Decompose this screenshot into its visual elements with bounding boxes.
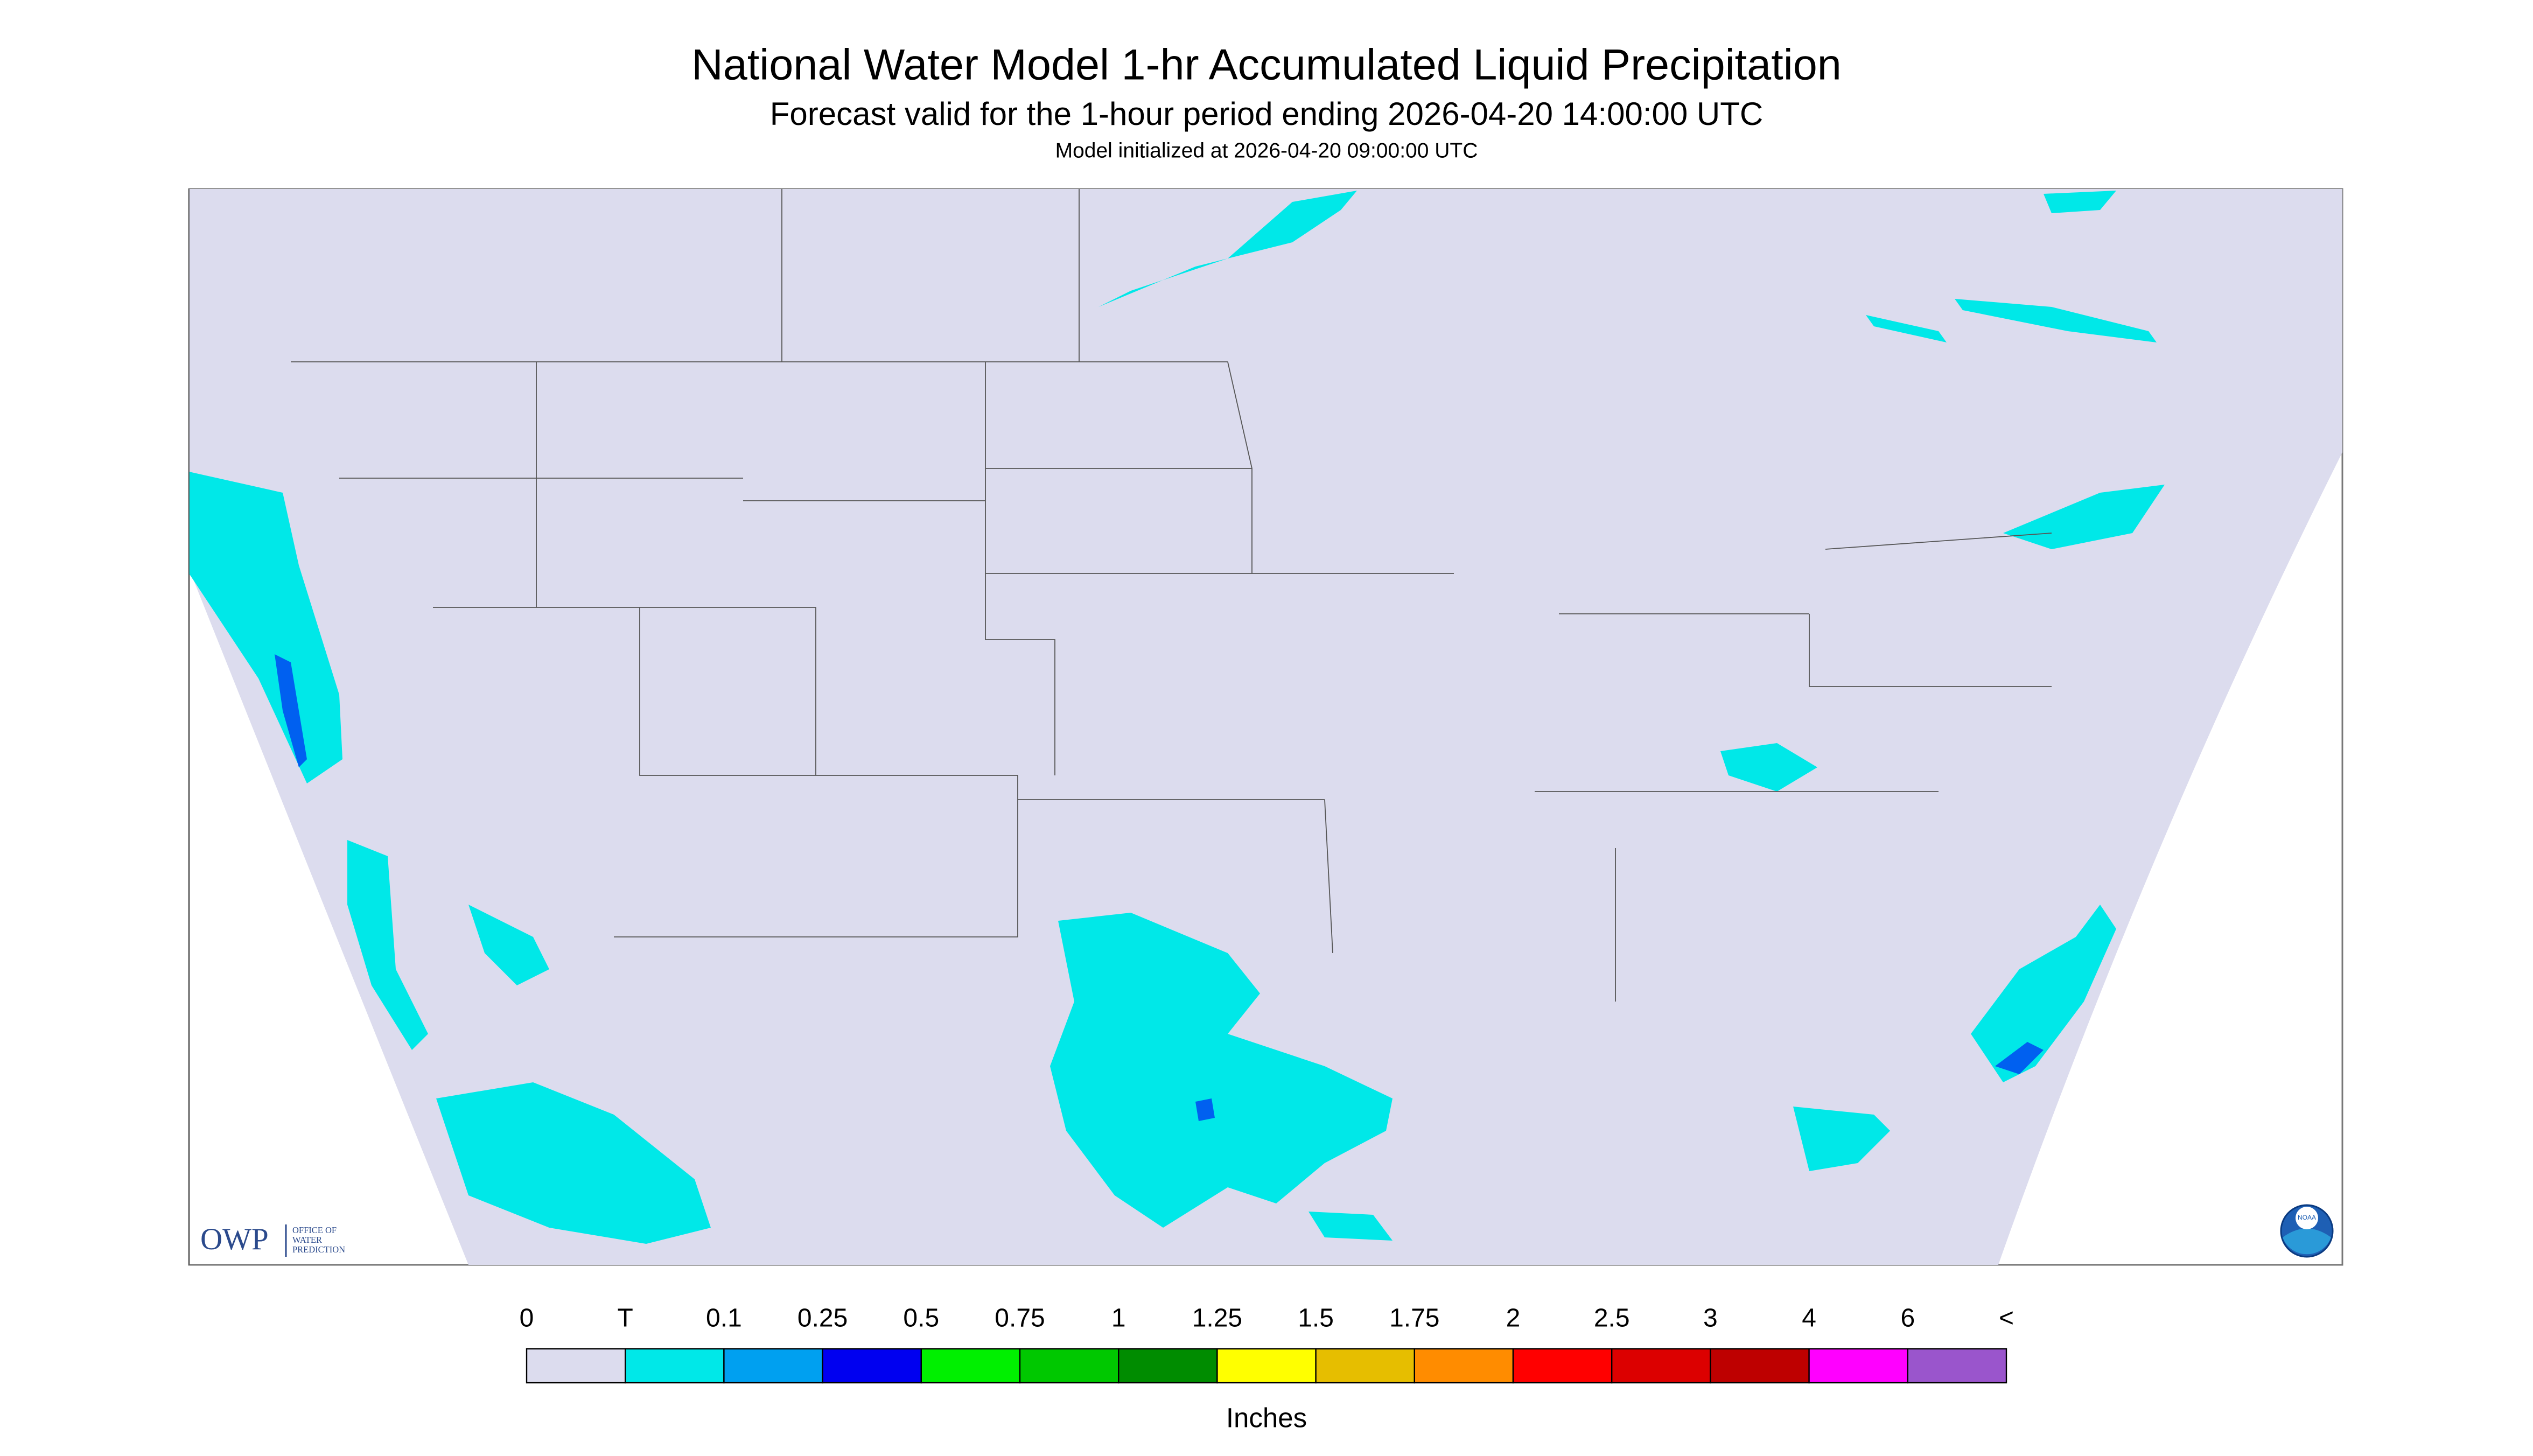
legend-swatch bbox=[1907, 1348, 2007, 1384]
owp-text: PREDICTION bbox=[292, 1244, 345, 1255]
boundaries bbox=[188, 189, 2052, 1265]
owp-text: WATER bbox=[292, 1235, 322, 1245]
owp-mark: OWP bbox=[200, 1222, 269, 1256]
legend-label: 1.5 bbox=[1298, 1304, 1334, 1333]
legend-label: 1 bbox=[1111, 1304, 1126, 1333]
legend-label: < bbox=[1999, 1304, 2014, 1333]
legend-label: 0.1 bbox=[706, 1304, 742, 1333]
legend-label: 0.75 bbox=[995, 1304, 1045, 1333]
owp-text: OFFICE OF bbox=[292, 1225, 337, 1235]
legend-label: 1.75 bbox=[1389, 1304, 1439, 1333]
legend-swatch bbox=[1808, 1348, 1909, 1384]
legend-swatch bbox=[920, 1348, 1021, 1384]
legend-label: 2 bbox=[1506, 1304, 1521, 1333]
precip-trace bbox=[189, 191, 2165, 1244]
legend-swatch bbox=[723, 1348, 823, 1384]
legend-swatch bbox=[1118, 1348, 1218, 1384]
legend-swatch bbox=[822, 1348, 922, 1384]
legend-swatch bbox=[1019, 1348, 1119, 1384]
legend-swatch bbox=[1315, 1348, 1415, 1384]
noaa-text: NOAA bbox=[2298, 1214, 2316, 1221]
legend-label: 2.5 bbox=[1594, 1304, 1630, 1333]
legend-label: 0.5 bbox=[903, 1304, 939, 1333]
legend-swatch bbox=[1512, 1348, 1613, 1384]
noaa-logo: NOAA bbox=[2280, 1204, 2334, 1258]
precip-light bbox=[275, 654, 2044, 1122]
legend-label: 4 bbox=[1802, 1304, 1816, 1333]
legend-unit: Inches bbox=[1226, 1402, 1307, 1433]
legend-label: 0 bbox=[520, 1304, 534, 1333]
title: National Water Model 1-hr Accumulated Li… bbox=[691, 40, 1842, 89]
legend-swatch bbox=[625, 1348, 725, 1384]
legend-label: 3 bbox=[1703, 1304, 1718, 1333]
legend-label: 1.25 bbox=[1192, 1304, 1242, 1333]
legend-label: 0.25 bbox=[797, 1304, 848, 1333]
map bbox=[188, 188, 2343, 1266]
legend-swatch bbox=[1414, 1348, 1514, 1384]
legend-label: T bbox=[618, 1304, 633, 1333]
legend-swatch bbox=[1611, 1348, 1711, 1384]
owp-logo: OWP OFFICE OF WATER PREDICTION bbox=[200, 1222, 345, 1257]
legend-swatch bbox=[1710, 1348, 1810, 1384]
legend-label: 6 bbox=[1900, 1304, 1915, 1333]
legend: 0 T 0.1 0.25 0.5 0.75 1 1.25 1.5 1.75 2 2.5 3 4 6 < bbox=[520, 1304, 2014, 1384]
legend-swatch bbox=[526, 1348, 626, 1384]
init-time: Model initialized at 2026-04-20 09:00:00… bbox=[1055, 139, 1478, 162]
map-domain bbox=[189, 189, 2342, 1265]
legend-swatch bbox=[1216, 1348, 1317, 1384]
subtitle: Forecast valid for the 1-hour period end… bbox=[770, 96, 1763, 132]
